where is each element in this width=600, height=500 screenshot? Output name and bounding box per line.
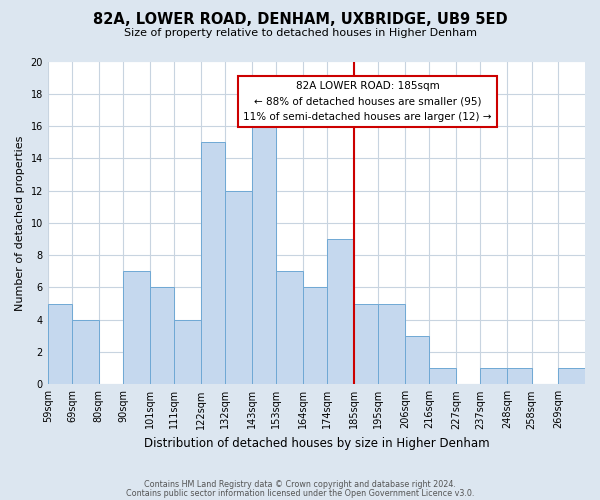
Bar [507, 368, 532, 384]
Bar [201, 142, 225, 384]
Text: 82A LOWER ROAD: 185sqm
← 88% of detached houses are smaller (95)
11% of semi-det: 82A LOWER ROAD: 185sqm ← 88% of detached… [243, 81, 491, 122]
Bar [303, 288, 328, 384]
X-axis label: Distribution of detached houses by size in Higher Denham: Distribution of detached houses by size … [143, 437, 489, 450]
Bar [405, 336, 430, 384]
Text: Size of property relative to detached houses in Higher Denham: Size of property relative to detached ho… [124, 28, 476, 38]
Bar [430, 368, 456, 384]
Text: Contains HM Land Registry data © Crown copyright and database right 2024.: Contains HM Land Registry data © Crown c… [144, 480, 456, 489]
Bar [481, 368, 507, 384]
Bar [123, 272, 150, 384]
Bar [225, 190, 252, 384]
Bar [150, 288, 174, 384]
Y-axis label: Number of detached properties: Number of detached properties [15, 135, 25, 310]
Bar [252, 126, 276, 384]
Text: Contains public sector information licensed under the Open Government Licence v3: Contains public sector information licen… [126, 490, 474, 498]
Text: 82A, LOWER ROAD, DENHAM, UXBRIDGE, UB9 5ED: 82A, LOWER ROAD, DENHAM, UXBRIDGE, UB9 5… [92, 12, 508, 28]
Bar [276, 272, 303, 384]
Bar [72, 320, 99, 384]
Bar [48, 304, 72, 384]
Bar [379, 304, 405, 384]
Bar [354, 304, 379, 384]
Bar [558, 368, 585, 384]
Bar [328, 239, 354, 384]
Bar [174, 320, 201, 384]
